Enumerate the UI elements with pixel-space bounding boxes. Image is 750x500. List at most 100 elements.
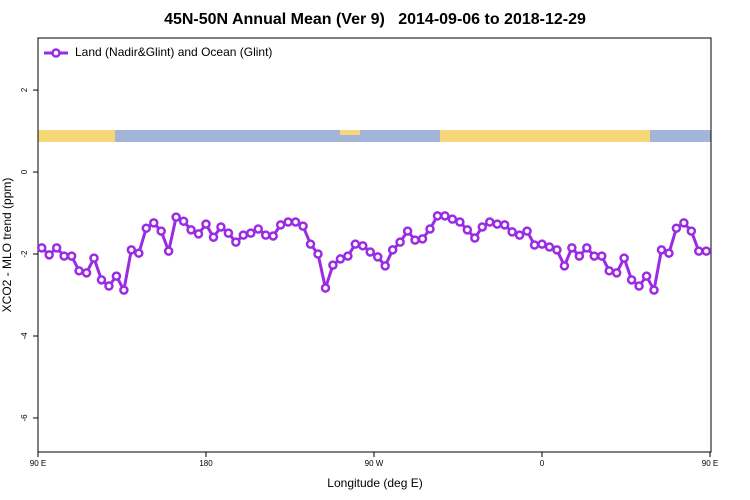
point xyxy=(514,230,525,240)
point xyxy=(432,211,443,221)
point xyxy=(582,243,592,253)
point xyxy=(499,220,510,230)
chart-title: 45N-50N Annual Mean (Ver 9) 2014-09-06 t… xyxy=(164,11,586,28)
point xyxy=(358,241,368,251)
point xyxy=(66,251,77,261)
point xyxy=(350,239,361,249)
point xyxy=(253,224,264,234)
point xyxy=(395,237,405,247)
y-tick-label: 2 xyxy=(20,87,29,92)
x-axis-label: Longitude (deg E) xyxy=(327,476,422,490)
point xyxy=(694,246,704,256)
point xyxy=(671,223,682,233)
point xyxy=(148,218,159,228)
y-tick-label: -2 xyxy=(20,250,29,258)
point xyxy=(626,275,637,285)
point xyxy=(44,250,54,260)
point xyxy=(552,245,562,255)
point xyxy=(268,231,278,241)
point xyxy=(649,285,659,295)
legend-label: Land (Nadir&Glint) and Ocean (Glint) xyxy=(75,45,272,59)
point xyxy=(462,225,473,235)
point xyxy=(537,239,547,249)
point xyxy=(89,253,99,263)
point xyxy=(477,222,488,232)
point xyxy=(596,251,607,261)
point xyxy=(260,230,271,240)
legend-marker xyxy=(51,48,61,58)
point xyxy=(231,237,241,247)
map-strip xyxy=(38,130,711,142)
x-tick-label: 0 xyxy=(540,459,545,468)
point xyxy=(290,217,301,227)
point xyxy=(208,232,219,242)
point xyxy=(425,224,435,234)
y-tick-label: 0 xyxy=(20,169,29,174)
point xyxy=(283,217,293,227)
point xyxy=(634,281,644,291)
point xyxy=(656,245,667,255)
point xyxy=(664,248,674,258)
y-axis-label: XCO2 - MLO trend (ppm) xyxy=(0,178,14,313)
point xyxy=(141,223,152,233)
point xyxy=(59,251,69,261)
point xyxy=(567,243,577,253)
point xyxy=(119,285,129,295)
x-tick-label: 90 W xyxy=(365,459,384,468)
point xyxy=(193,229,204,239)
point xyxy=(387,245,398,255)
x-tick-label: 180 xyxy=(199,459,213,468)
point xyxy=(589,251,600,261)
x-tick-label: 90 E xyxy=(30,459,46,468)
point xyxy=(492,219,502,229)
point xyxy=(372,252,383,262)
point xyxy=(611,268,622,278)
point xyxy=(574,251,585,261)
point xyxy=(156,226,166,236)
point xyxy=(186,225,196,235)
point xyxy=(178,216,189,226)
point xyxy=(134,248,144,258)
point xyxy=(313,249,323,259)
point xyxy=(641,271,652,281)
point xyxy=(440,211,450,221)
y-tick-label: -6 xyxy=(20,414,29,422)
point xyxy=(529,240,540,250)
point xyxy=(81,268,92,278)
point xyxy=(51,243,62,253)
point xyxy=(223,228,234,238)
point xyxy=(522,226,532,236)
point xyxy=(246,228,256,238)
point xyxy=(679,218,689,228)
point xyxy=(96,275,107,285)
point xyxy=(619,253,629,263)
point xyxy=(201,219,211,229)
point xyxy=(74,266,84,276)
point xyxy=(507,227,517,237)
point xyxy=(380,261,390,271)
point xyxy=(163,246,174,256)
point xyxy=(36,243,47,253)
point xyxy=(171,212,181,222)
point xyxy=(216,222,226,232)
point xyxy=(544,242,555,252)
point xyxy=(298,221,308,231)
point xyxy=(686,226,697,236)
point xyxy=(328,260,338,270)
x-tick-label: 90 E xyxy=(702,459,718,468)
point xyxy=(559,261,570,271)
point xyxy=(402,226,413,236)
point xyxy=(484,217,495,227)
point xyxy=(238,230,249,240)
point xyxy=(335,254,346,264)
point xyxy=(470,233,480,243)
point xyxy=(410,235,420,245)
y-tick-label: -4 xyxy=(20,332,29,340)
point xyxy=(604,266,614,276)
point xyxy=(365,247,376,257)
point xyxy=(104,281,114,291)
point xyxy=(126,245,137,255)
point xyxy=(111,271,122,281)
point xyxy=(275,220,286,230)
